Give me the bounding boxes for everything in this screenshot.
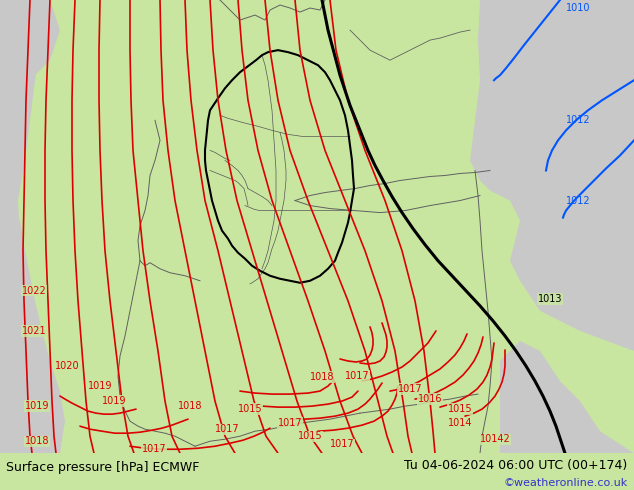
Text: 1018: 1018 [25, 436, 49, 446]
Text: 1017: 1017 [278, 418, 302, 428]
Text: 1016: 1016 [418, 394, 443, 404]
Text: 1015: 1015 [238, 404, 262, 414]
Text: 1013: 1013 [538, 294, 562, 304]
Text: 1021: 1021 [22, 326, 47, 336]
Text: 1020: 1020 [55, 361, 80, 371]
Polygon shape [500, 341, 634, 453]
Text: 1017: 1017 [398, 384, 423, 394]
Text: 1017: 1017 [142, 444, 167, 454]
Text: 1022: 1022 [22, 286, 47, 296]
Text: 1014: 1014 [448, 418, 472, 428]
Text: 1018: 1018 [310, 372, 335, 382]
Text: 1010: 1010 [566, 3, 590, 13]
Text: Tu 04-06-2024 06:00 UTC (00+174): Tu 04-06-2024 06:00 UTC (00+174) [404, 459, 628, 471]
Text: 1017: 1017 [345, 371, 370, 381]
Text: 10142: 10142 [480, 434, 511, 444]
Text: 1019: 1019 [88, 381, 112, 391]
Text: 1018: 1018 [178, 401, 202, 411]
Polygon shape [0, 0, 40, 321]
Text: 1019: 1019 [25, 401, 49, 411]
Polygon shape [0, 200, 65, 453]
Text: Surface pressure [hPa] ECMWF: Surface pressure [hPa] ECMWF [6, 461, 200, 474]
Text: 1019: 1019 [102, 396, 127, 406]
Text: 1012: 1012 [566, 115, 591, 125]
Text: 1017: 1017 [330, 439, 354, 449]
Polygon shape [0, 0, 60, 80]
Polygon shape [470, 0, 634, 351]
Text: 1015: 1015 [298, 431, 323, 441]
Text: 1017: 1017 [215, 424, 240, 434]
Text: ©weatheronline.co.uk: ©weatheronline.co.uk [503, 478, 628, 489]
Text: 1012: 1012 [566, 196, 591, 205]
Text: 1015: 1015 [448, 404, 472, 414]
